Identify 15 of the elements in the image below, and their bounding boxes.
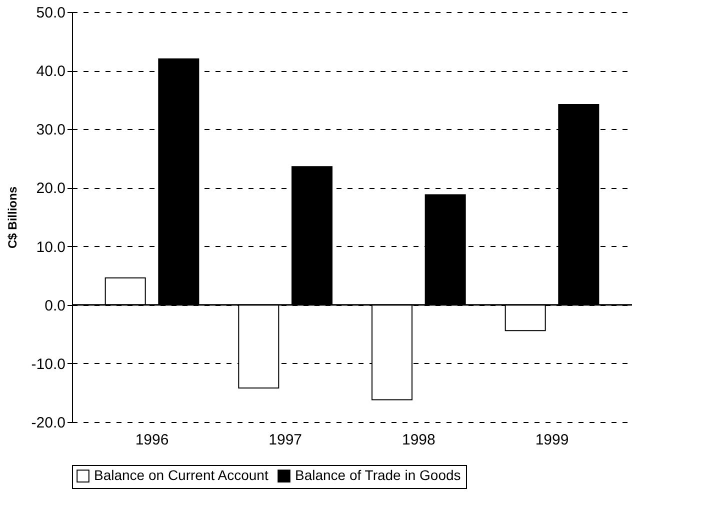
y-tick-label: -10.0 <box>31 356 66 373</box>
x-tick-label: 1999 <box>535 432 569 448</box>
legend-label: Balance of Trade in Goods <box>295 467 461 484</box>
y-tick-label: 30.0 <box>36 122 66 139</box>
y-tick-label: -20.0 <box>31 414 66 432</box>
y-tick-label: 20.0 <box>36 180 66 198</box>
x-tick-label: 1996 <box>135 432 169 448</box>
y-tick-label: 50.0 <box>36 4 66 22</box>
x-tick-label: 1998 <box>402 432 436 448</box>
y-tick-label: 40.0 <box>36 63 66 80</box>
legend-label: Balance on Current Account <box>94 467 268 484</box>
y-axis-title: C$ Billions <box>5 186 20 249</box>
x-tick-label: 1997 <box>268 432 302 448</box>
y-tick-label: 0.0 <box>44 297 66 314</box>
y-tick-label: 10.0 <box>36 238 66 256</box>
